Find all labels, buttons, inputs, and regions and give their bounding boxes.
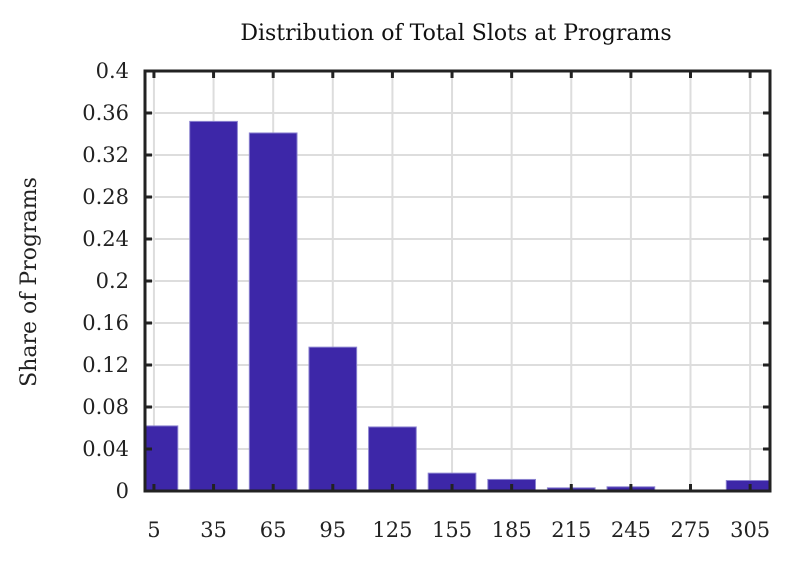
y-tick-label: 0.4 [96, 59, 129, 83]
bar-35 [189, 120, 238, 492]
x-tick-label: 65 [260, 518, 287, 542]
y-tick-label: 0 [116, 479, 129, 503]
x-tick-label: 185 [492, 518, 532, 542]
x-tick-label: 95 [319, 518, 346, 542]
y-tick-label: 0.04 [82, 437, 129, 461]
chart-title: Distribution of Total Slots at Programs [240, 21, 671, 46]
bar-65 [248, 132, 298, 492]
axis-ticks [145, 69, 770, 493]
bar-305 [725, 480, 771, 492]
y-tick-label: 0.28 [82, 185, 129, 209]
y-tick-label: 0.16 [82, 311, 129, 335]
y-tick-label: 0.32 [82, 143, 129, 167]
x-tick-label: 215 [551, 518, 591, 542]
bar-5 [144, 425, 179, 492]
bars [144, 120, 771, 492]
x-tick-label: 125 [372, 518, 412, 542]
x-tick-labels: 5 35 65 95 125 155 185 215 245 275 305 [147, 518, 770, 542]
y-tick-labels: 0 0.04 0.08 0.12 0.16 0.2 0.24 0.28 0.32 0.36 0.4 [82, 59, 129, 503]
bar-125 [368, 426, 417, 492]
y-tick-label: 0.2 [96, 269, 129, 293]
x-tick-label: 155 [432, 518, 472, 542]
x-tick-label: 35 [200, 518, 227, 542]
y-tick-label: 0.12 [82, 353, 129, 377]
x-tick-label: 275 [670, 518, 710, 542]
x-tick-label: 245 [611, 518, 651, 542]
y-axis-label: Share of Programs [17, 177, 42, 387]
y-tick-label: 0.24 [82, 227, 129, 251]
x-tick-label: 5 [147, 518, 160, 542]
x-tick-label: 305 [730, 518, 770, 542]
y-tick-label: 0.08 [82, 395, 129, 419]
bar-95 [308, 346, 358, 492]
y-tick-label: 0.36 [82, 101, 129, 125]
gridlines [145, 71, 770, 491]
